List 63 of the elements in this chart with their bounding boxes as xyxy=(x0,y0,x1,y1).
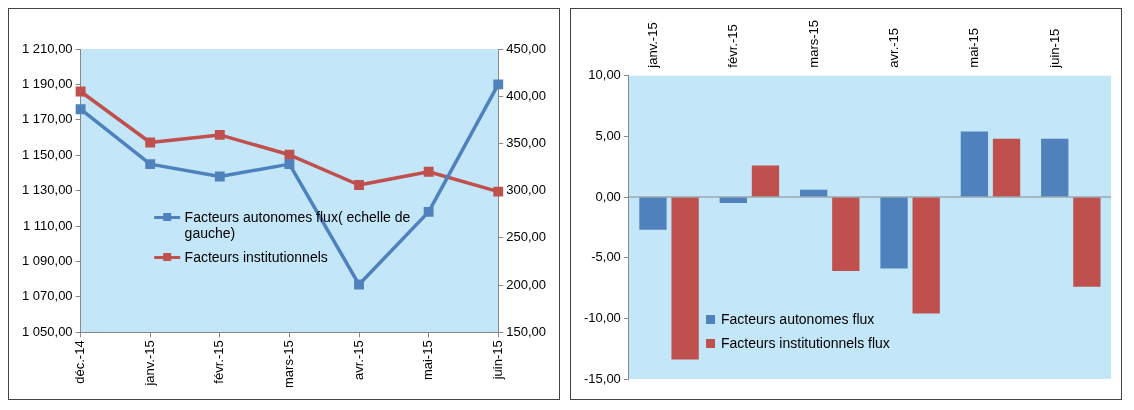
bar xyxy=(880,197,908,269)
x-tick-label: janv.-15 xyxy=(141,340,157,387)
y-tick-label: -5,00 xyxy=(591,249,621,265)
legend-label: Facteurs autonomes flux( echelle de gauche) xyxy=(184,208,412,241)
y2-tick-label: 300,00 xyxy=(506,182,546,198)
x-tick-label: févr.-15 xyxy=(725,24,741,68)
legend-label: Facteurs institutionnels xyxy=(184,248,328,265)
bar xyxy=(1041,138,1069,197)
x-tick-label: mars-15 xyxy=(805,19,821,68)
x-tick-label: avr.-15 xyxy=(350,340,366,381)
point xyxy=(354,180,364,190)
y-tick-label: 1 150,00 xyxy=(21,146,73,162)
point xyxy=(214,171,225,182)
x-tick-label: déc.-14 xyxy=(72,340,88,384)
y-tick-label: 1 070,00 xyxy=(21,288,73,304)
bar xyxy=(960,131,989,197)
x-tick-label: avr.-15 xyxy=(886,27,902,68)
bar xyxy=(639,197,667,230)
point xyxy=(145,159,156,170)
y-tick-label: 0,00 xyxy=(595,188,621,204)
y-tick-label: 1 130,00 xyxy=(21,182,73,198)
x-tick-label: mai-15 xyxy=(966,27,982,68)
point xyxy=(214,130,225,140)
bar xyxy=(832,197,860,272)
y-tick-label: 1 050,00 xyxy=(21,323,73,339)
bar xyxy=(992,138,1021,197)
x-tick-label: juin-15 xyxy=(489,340,505,381)
x-tick-label: janv.-15 xyxy=(645,22,661,69)
point xyxy=(354,279,364,290)
y2-tick-label: 350,00 xyxy=(506,135,546,151)
y-tick-label: 5,00 xyxy=(595,127,621,143)
point xyxy=(423,166,434,177)
x-tick-label: juin-15 xyxy=(1046,28,1062,69)
point xyxy=(493,186,504,197)
y2-tick-label: 450,00 xyxy=(506,40,546,56)
y-tick-label: 1 110,00 xyxy=(22,217,73,233)
y2-tick-label: 150,00 xyxy=(506,323,546,339)
bar xyxy=(1073,197,1101,287)
y2-tick-label: 400,00 xyxy=(506,87,546,103)
y-tick-label: 1 170,00 xyxy=(21,111,73,127)
bar xyxy=(912,197,940,314)
legend-label: Facteurs autonomes flux xyxy=(721,311,875,327)
y2-tick-label: 200,00 xyxy=(506,276,546,292)
bar xyxy=(751,165,780,197)
y-tick-label: 10,00 xyxy=(588,67,621,83)
point xyxy=(423,206,434,217)
point xyxy=(284,149,295,160)
point xyxy=(493,79,504,90)
y-tick-label: 1 190,00 xyxy=(21,75,73,91)
y-tick-label: 1 210,00 xyxy=(21,40,73,56)
x-tick-label: févr.-15 xyxy=(211,340,227,384)
y-tick-label: 1 090,00 xyxy=(21,253,73,269)
point xyxy=(75,104,86,115)
point xyxy=(284,159,295,170)
legend-label: Facteurs institutionnels flux xyxy=(721,335,890,351)
y2-tick-label: 250,00 xyxy=(506,229,546,245)
point xyxy=(145,137,156,148)
x-tick-label: mars-15 xyxy=(281,340,296,389)
point xyxy=(75,86,86,97)
x-tick-label: mai-15 xyxy=(420,340,436,381)
bar xyxy=(671,197,699,360)
y-tick-label: -10,00 xyxy=(583,309,621,325)
y-tick-label: -15,00 xyxy=(583,370,621,386)
